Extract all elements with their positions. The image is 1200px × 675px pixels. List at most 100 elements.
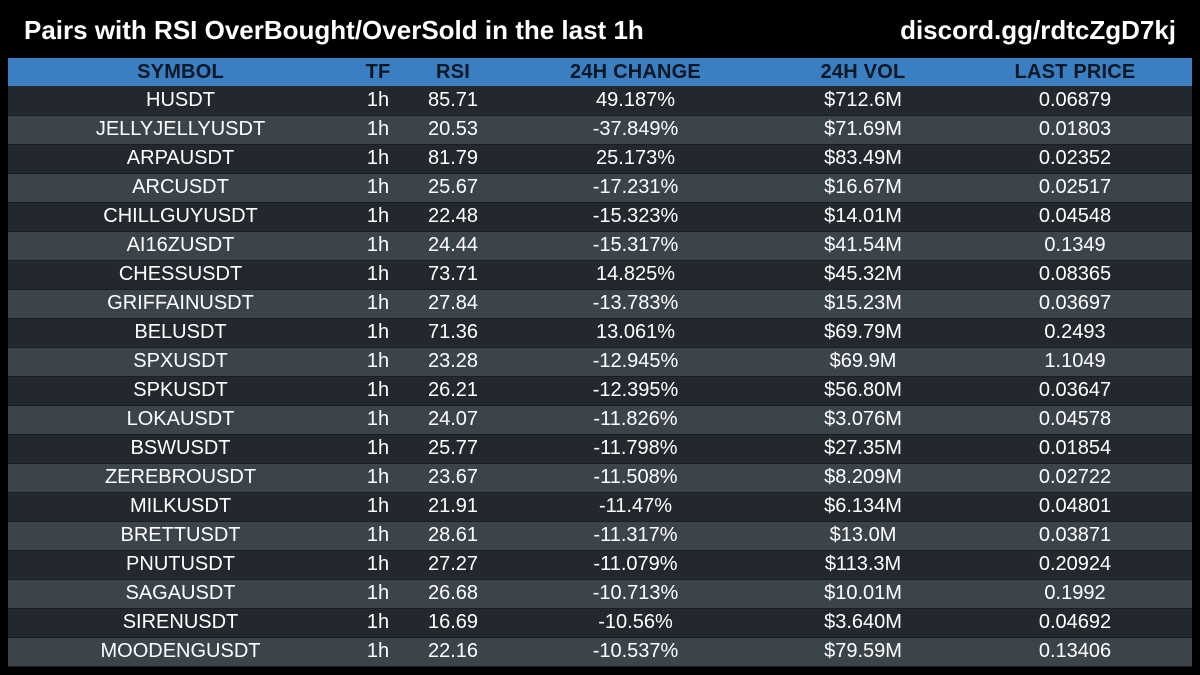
table-row: SAGAUSDT 1h 26.68 -10.713% $10.01M 0.1992: [8, 579, 1192, 609]
cell-24h-vol: $15.23M: [768, 289, 958, 319]
cell-symbol: ARCUSDT: [8, 173, 353, 203]
cell-tf: 1h: [353, 115, 403, 145]
cell-symbol: BELUSDT: [8, 318, 353, 348]
cell-24h-change: -17.231%: [503, 173, 768, 203]
column-header-24h-vol[interactable]: 24H VOL: [820, 60, 906, 83]
cell-tf: 1h: [353, 579, 403, 609]
cell-24h-change: -12.945%: [503, 347, 768, 377]
cell-tf: 1h: [353, 86, 403, 116]
cell-24h-vol: $8.209M: [768, 463, 958, 493]
cell-24h-vol: $71.69M: [768, 115, 958, 145]
cell-rsi: 81.79: [403, 144, 503, 174]
table-header-row: SYMBOL TF RSI 24H CHANGE 24H VOL LAST PR…: [8, 58, 1192, 86]
cell-24h-change: -11.079%: [503, 550, 768, 580]
cell-last-price: 0.03647: [958, 376, 1192, 406]
cell-24h-change: -10.713%: [503, 579, 768, 609]
table-row: JELLYJELLYUSDT 1h 20.53 -37.849% $71.69M 0.01…: [8, 115, 1192, 145]
cell-last-price: 0.04578: [958, 405, 1192, 435]
cell-tf: 1h: [353, 637, 403, 667]
cell-tf: 1h: [353, 376, 403, 406]
cell-symbol: MOODENGUSDT: [8, 637, 353, 667]
cell-24h-change: 14.825%: [503, 260, 768, 290]
cell-symbol: CHESSUSDT: [8, 260, 353, 290]
cell-last-price: 0.02517: [958, 173, 1192, 203]
table-row: ARPAUSDT 1h 81.79 25.173% $83.49M 0.02352: [8, 144, 1192, 174]
cell-24h-change: 25.173%: [503, 144, 768, 174]
cell-last-price: 0.1349: [958, 231, 1192, 261]
cell-last-price: 0.06879: [958, 86, 1192, 116]
cell-last-price: 0.1992: [958, 579, 1192, 609]
table-row: ZEREBROUSDT 1h 23.67 -11.508% $8.209M 0.02722: [8, 463, 1192, 493]
cell-symbol: PNUTUSDT: [8, 550, 353, 580]
cell-tf: 1h: [353, 289, 403, 319]
cell-24h-change: -11.826%: [503, 405, 768, 435]
cell-rsi: 71.36: [403, 318, 503, 348]
cell-24h-vol: $3.076M: [768, 405, 958, 435]
cell-24h-change: 49.187%: [503, 86, 768, 116]
cell-last-price: 0.01854: [958, 434, 1192, 464]
cell-symbol: LOKAUSDT: [8, 405, 353, 435]
cell-24h-vol: $45.32M: [768, 260, 958, 290]
cell-24h-vol: $16.67M: [768, 173, 958, 203]
cell-last-price: 0.03697: [958, 289, 1192, 319]
cell-last-price: 1.1049: [958, 347, 1192, 377]
cell-tf: 1h: [353, 405, 403, 435]
cell-rsi: 22.48: [403, 202, 503, 232]
cell-tf: 1h: [353, 463, 403, 493]
header-bar: Pairs with RSI OverBought/OverSold in th…: [0, 0, 1200, 58]
cell-last-price: 0.04548: [958, 202, 1192, 232]
cell-24h-vol: $13.0M: [768, 521, 958, 551]
cell-last-price: 0.08365: [958, 260, 1192, 290]
cell-symbol: SIRENUSDT: [8, 608, 353, 638]
cell-24h-change: -11.508%: [503, 463, 768, 493]
cell-tf: 1h: [353, 231, 403, 261]
cell-rsi: 22.16: [403, 637, 503, 667]
column-header-24h-change[interactable]: 24H CHANGE: [570, 60, 701, 83]
cell-symbol: SAGAUSDT: [8, 579, 353, 609]
table-row: BRETTUSDT 1h 28.61 -11.317% $13.0M 0.03871: [8, 521, 1192, 551]
cell-tf: 1h: [353, 608, 403, 638]
column-header-symbol[interactable]: SYMBOL: [137, 60, 224, 83]
cell-tf: 1h: [353, 434, 403, 464]
cell-last-price: 0.2493: [958, 318, 1192, 348]
cell-rsi: 23.28: [403, 347, 503, 377]
cell-symbol: JELLYJELLYUSDT: [8, 115, 353, 145]
cell-tf: 1h: [353, 521, 403, 551]
cell-symbol: BSWUSDT: [8, 434, 353, 464]
cell-symbol: ZEREBROUSDT: [8, 463, 353, 493]
cell-24h-change: -11.317%: [503, 521, 768, 551]
cell-symbol: AI16ZUSDT: [8, 231, 353, 261]
cell-24h-change: -13.783%: [503, 289, 768, 319]
discord-link[interactable]: discord.gg/rdtcZgD7kj: [900, 15, 1176, 45]
cell-tf: 1h: [353, 173, 403, 203]
cell-24h-vol: $113.3M: [768, 550, 958, 580]
table-row: SIRENUSDT 1h 16.69 -10.56% $3.640M 0.04692: [8, 608, 1192, 638]
cell-24h-change: -12.395%: [503, 376, 768, 406]
table-row: GRIFFAINUSDT 1h 27.84 -13.783% $15.23M 0.0369…: [8, 289, 1192, 319]
column-header-rsi[interactable]: RSI: [436, 60, 470, 83]
cell-symbol: SPXUSDT: [8, 347, 353, 377]
cell-24h-vol: $69.79M: [768, 318, 958, 348]
cell-last-price: 0.13406: [958, 637, 1192, 667]
cell-tf: 1h: [353, 202, 403, 232]
table-row: LOKAUSDT 1h 24.07 -11.826% $3.076M 0.04578: [8, 405, 1192, 435]
cell-24h-change: -37.849%: [503, 115, 768, 145]
cell-rsi: 85.71: [403, 86, 503, 116]
cell-last-price: 0.20924: [958, 550, 1192, 580]
column-header-tf[interactable]: TF: [365, 60, 391, 83]
table-row: CHILLGUYUSDT 1h 22.48 -15.323% $14.01M 0.0454…: [8, 202, 1192, 232]
cell-tf: 1h: [353, 318, 403, 348]
cell-rsi: 27.27: [403, 550, 503, 580]
cell-symbol: BRETTUSDT: [8, 521, 353, 551]
cell-rsi: 24.44: [403, 231, 503, 261]
cell-rsi: 25.67: [403, 173, 503, 203]
cell-symbol: ARPAUSDT: [8, 144, 353, 174]
table-row: MILKUSDT 1h 21.91 -11.47% $6.134M 0.04801: [8, 492, 1192, 522]
table-row: ARCUSDT 1h 25.67 -17.231% $16.67M 0.02517: [8, 173, 1192, 203]
column-header-last-price[interactable]: LAST PRICE: [1014, 60, 1136, 83]
cell-24h-vol: $56.80M: [768, 376, 958, 406]
cell-24h-change: -10.537%: [503, 637, 768, 667]
cell-rsi: 21.91: [403, 492, 503, 522]
cell-rsi: 28.61: [403, 521, 503, 551]
cell-tf: 1h: [353, 347, 403, 377]
